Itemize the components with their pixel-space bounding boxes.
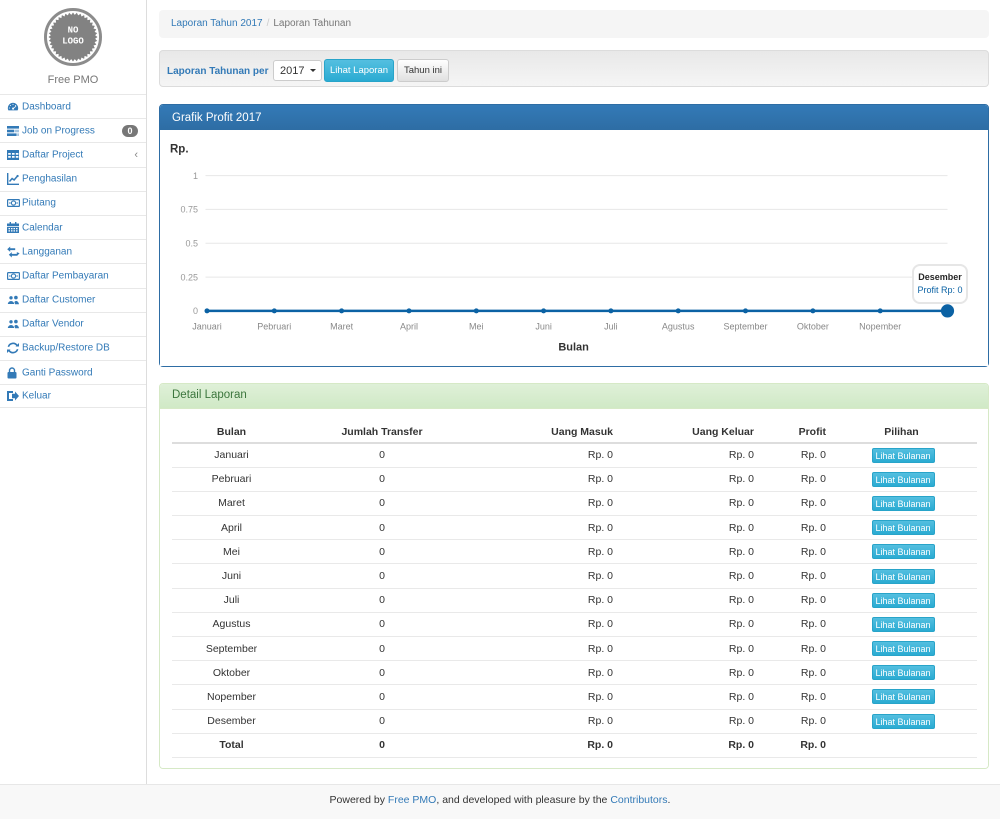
svg-text:0.5: 0.5 [185,238,198,248]
svg-text:NO: NO [68,26,79,36]
svg-text:Agustus: Agustus [662,322,695,332]
svg-text:Pebruari: Pebruari [257,322,291,332]
svg-text:0.75: 0.75 [180,205,198,215]
svg-text:Juli: Juli [604,322,618,332]
svg-text:Bulan: Bulan [558,342,589,354]
svg-text:Rp.: Rp. [170,144,189,156]
svg-text:0: 0 [193,306,198,316]
svg-text:April: April [400,322,418,332]
svg-text:Januari: Januari [192,322,222,332]
svg-text:LOGO: LOGO [62,37,84,47]
svg-text:Maret: Maret [330,322,354,332]
svg-text:Oktober: Oktober [797,322,829,332]
svg-text:Nopember: Nopember [859,322,901,332]
svg-text:0.25: 0.25 [180,272,198,282]
svg-text:1: 1 [193,171,198,181]
svg-text:Juni: Juni [535,322,552,332]
svg-text:September: September [723,322,767,332]
svg-text:Mei: Mei [469,322,484,332]
